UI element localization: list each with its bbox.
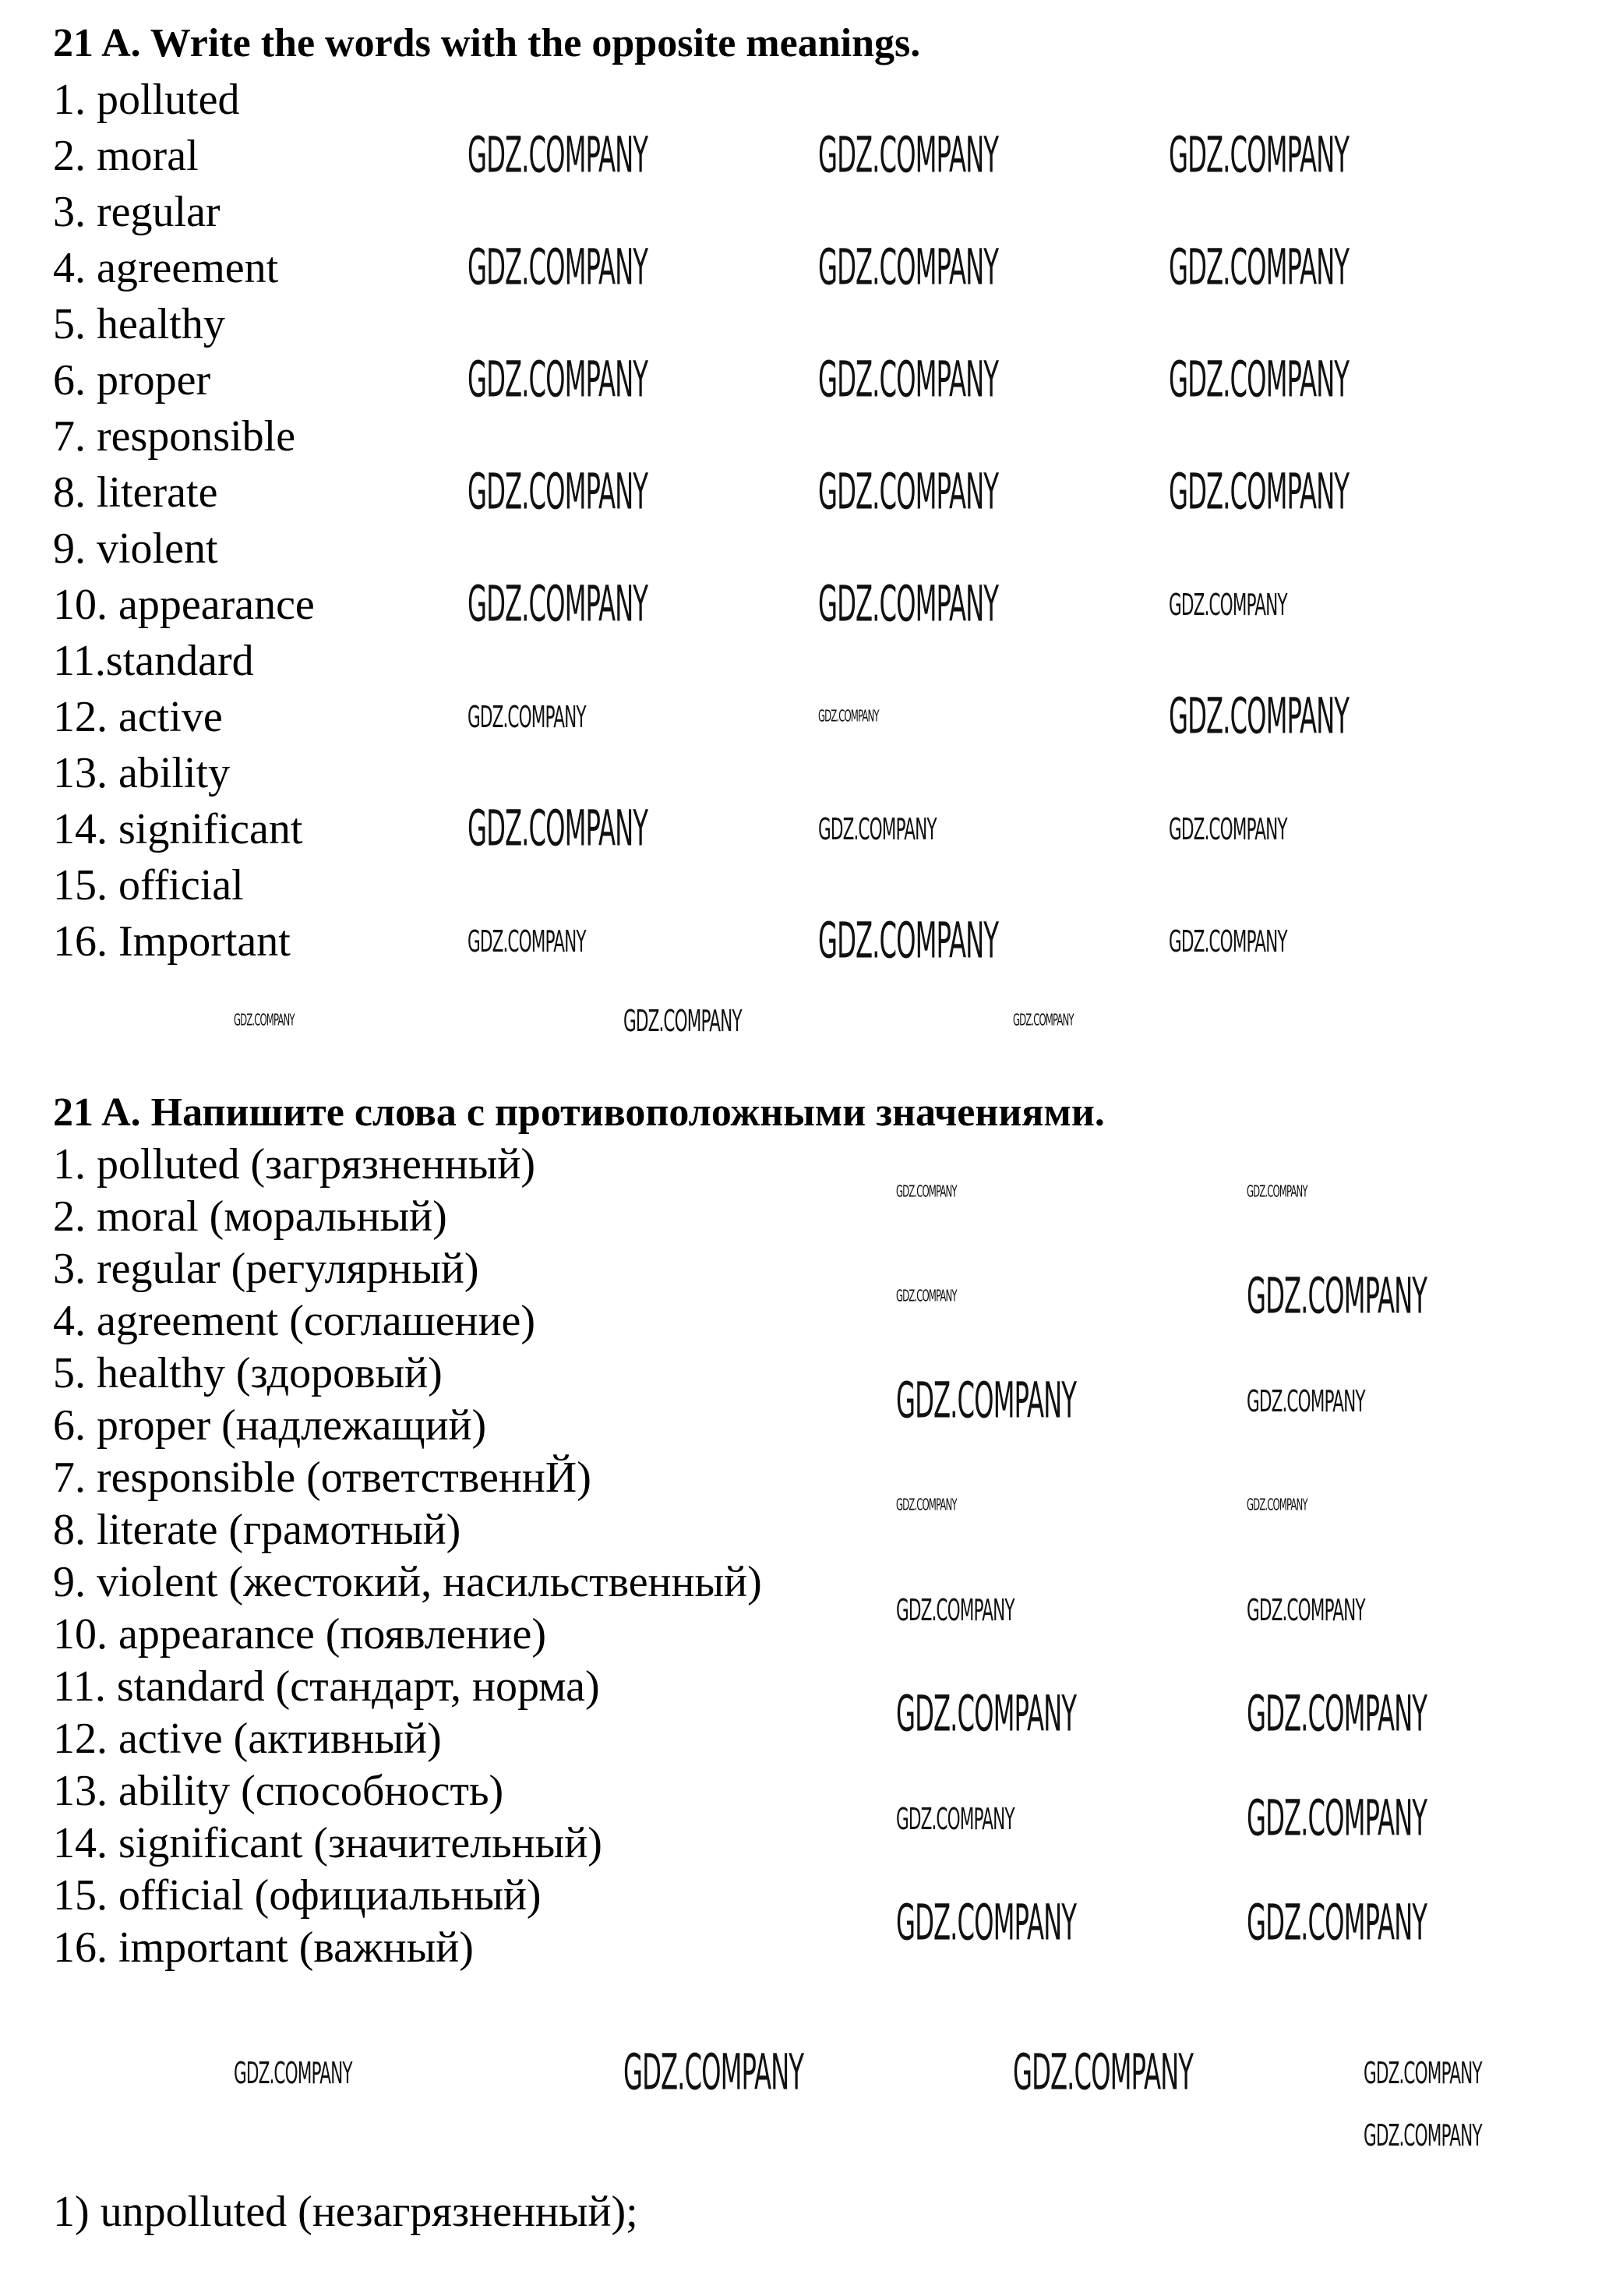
word-item-translated: 15. official (официальный) [53, 1871, 542, 1920]
word-item-translated: 14. significant (значительный) [53, 1819, 602, 1867]
watermark: GDZ.COMPANY [896, 1496, 957, 1515]
watermark: GDZ.COMPANY [468, 239, 648, 297]
watermark: GDZ.COMPANY [818, 913, 999, 970]
watermark: GDZ.COMPANY [1247, 1183, 1307, 1202]
watermark: GDZ.COMPANY [468, 464, 648, 521]
word-item: 11.standard [53, 637, 254, 685]
watermark: GDZ.COMPANY [818, 127, 999, 185]
watermark: GDZ.COMPANY [896, 1686, 1077, 1743]
watermark: GDZ.COMPANY [896, 1895, 1077, 1952]
watermark: GDZ.COMPANY [1247, 1268, 1427, 1326]
watermark: GDZ.COMPANY [468, 924, 587, 959]
watermark: GDZ.COMPANY [1169, 351, 1350, 409]
watermark: GDZ.COMPANY [1169, 127, 1350, 185]
watermark: GDZ.COMPANY [1247, 1383, 1366, 1419]
word-item: 3. regular [53, 188, 221, 236]
watermark: GDZ.COMPANY [896, 1288, 957, 1306]
watermark: GDZ.COMPANY [623, 1003, 743, 1039]
watermark: GDZ.COMPANY [1013, 2044, 1194, 2102]
watermark: GDZ.COMPANY [1169, 924, 1288, 959]
answers: 1) unpolluted (незагрязненный); [53, 2186, 638, 2238]
watermark: GDZ.COMPANY [1247, 1895, 1427, 1952]
word-item: 4. agreement [53, 244, 279, 292]
watermark: GDZ.COMPANY [1247, 1592, 1366, 1628]
word-item: 16. Important [53, 917, 291, 966]
word-item: 6. proper [53, 356, 211, 404]
word-item-translated: 13. ability (способность) [53, 1767, 504, 1815]
watermark: GDZ.COMPANY [818, 811, 937, 847]
word-item: 7. responsible [53, 412, 296, 461]
watermark: GDZ.COMPANY [234, 1012, 295, 1030]
watermark: GDZ.COMPANY [896, 1801, 1015, 1837]
word-item-translated: 9. violent (жестокий, насильственный) [53, 1558, 762, 1606]
watermark: GDZ.COMPANY [234, 2055, 353, 2091]
watermark: GDZ.COMPANY [1247, 1496, 1307, 1515]
word-item-translated: 7. responsible (ответственнЙ) [53, 1454, 591, 1502]
watermark: GDZ.COMPANY [468, 800, 648, 858]
watermark: GDZ.COMPANY [623, 2044, 804, 2102]
watermark: GDZ.COMPANY [1169, 239, 1350, 297]
word-item-translated: 12. active (активный) [53, 1715, 442, 1763]
watermark: GDZ.COMPANY [818, 239, 999, 297]
watermark: GDZ.COMPANY [896, 1183, 957, 1202]
watermark: GDZ.COMPANY [468, 351, 648, 409]
exercise-title: 21 A. Write the words with the opposite … [53, 21, 921, 65]
watermark: GDZ.COMPANY [1169, 464, 1350, 521]
word-item: 8. literate [53, 468, 218, 517]
word-item: 9. violent [53, 525, 218, 573]
word-item-translated: 10. appearance (появление) [53, 1610, 547, 1658]
exercise-title-ru: 21 A. Напишите слова с противоположными … [53, 1090, 1105, 1135]
watermark: GDZ.COMPANY [1247, 1686, 1427, 1743]
answer-item: 1) unpolluted (незагрязненный); [53, 2188, 638, 2236]
word-item-translated: 16. important (важный) [53, 1923, 474, 1972]
word-item: 5. healthy [53, 300, 225, 348]
word-item-translated: 6. proper (надлежащий) [53, 1401, 487, 1450]
word-item-translated: 8. literate (грамотный) [53, 1506, 461, 1554]
watermark: GDZ.COMPANY [1013, 1012, 1074, 1030]
watermark: GDZ.COMPANY [1364, 2118, 1483, 2153]
word-item-translated: 11. standard (стандарт, норма) [53, 1662, 600, 1711]
watermark: GDZ.COMPANY [896, 1372, 1077, 1430]
word-item: 10. appearance [53, 581, 315, 629]
word-item-translated: 1. polluted (загрязненный) [53, 1140, 536, 1189]
word-item: 14. significant [53, 805, 303, 853]
watermark: GDZ.COMPANY [1169, 688, 1350, 746]
russian-exercise: 21 A. Напишите слова с противоположными … [53, 1086, 1105, 1974]
word-item: 1. polluted [53, 76, 240, 124]
word-item-translated: 2. moral (моральный) [53, 1192, 447, 1241]
watermark: GDZ.COMPANY [1364, 2055, 1483, 2091]
word-item: 13. ability [53, 749, 231, 797]
word-item-translated: 3. regular (регулярный) [53, 1245, 479, 1293]
watermark: GDZ.COMPANY [468, 576, 648, 634]
watermark: GDZ.COMPANY [818, 576, 999, 634]
watermark: GDZ.COMPANY [818, 708, 879, 726]
watermark: GDZ.COMPANY [468, 699, 587, 735]
watermark: GDZ.COMPANY [1169, 587, 1288, 623]
word-item: 12. active [53, 693, 223, 741]
watermark: GDZ.COMPANY [818, 351, 999, 409]
watermark: GDZ.COMPANY [1169, 811, 1288, 847]
word-item: 2. moral [53, 132, 199, 180]
english-exercise: 21 A. Write the words with the opposite … [53, 16, 920, 970]
watermark: GDZ.COMPANY [818, 464, 999, 521]
word-item-translated: 5. healthy (здоровый) [53, 1349, 443, 1397]
watermark: GDZ.COMPANY [468, 127, 648, 185]
watermark: GDZ.COMPANY [1247, 1790, 1427, 1848]
watermark: GDZ.COMPANY [896, 1592, 1015, 1628]
word-item: 15. official [53, 861, 244, 910]
word-item-translated: 4. agreement (соглашение) [53, 1297, 536, 1345]
